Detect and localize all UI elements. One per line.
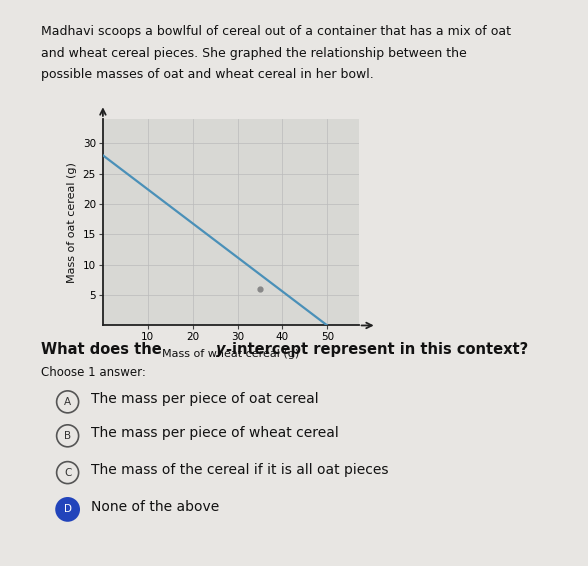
Text: -intercept represent in this context?: -intercept represent in this context? [226,342,528,358]
Text: The mass per piece of wheat cereal: The mass per piece of wheat cereal [91,426,339,440]
Text: D: D [64,504,72,514]
Y-axis label: Mass of oat cereal (g): Mass of oat cereal (g) [67,162,77,282]
Text: possible masses of oat and wheat cereal in her bowl.: possible masses of oat and wheat cereal … [41,68,374,82]
X-axis label: Mass of wheat cereal (g): Mass of wheat cereal (g) [162,349,299,359]
Text: A: A [64,397,71,407]
Text: Choose 1 answer:: Choose 1 answer: [41,366,146,379]
Circle shape [56,499,79,520]
Text: Madhavi scoops a bowlful of cereal out of a container that has a mix of oat: Madhavi scoops a bowlful of cereal out o… [41,25,511,38]
Text: B: B [64,431,71,441]
Text: The mass per piece of oat cereal: The mass per piece of oat cereal [91,392,319,406]
Text: What does the: What does the [41,342,167,358]
Text: and wheat cereal pieces. She graphed the relationship between the: and wheat cereal pieces. She graphed the… [41,47,467,60]
Text: C: C [64,468,71,478]
Text: y: y [216,342,226,358]
Text: None of the above: None of the above [91,500,219,513]
Text: The mass of the cereal if it is all oat pieces: The mass of the cereal if it is all oat … [91,463,389,477]
